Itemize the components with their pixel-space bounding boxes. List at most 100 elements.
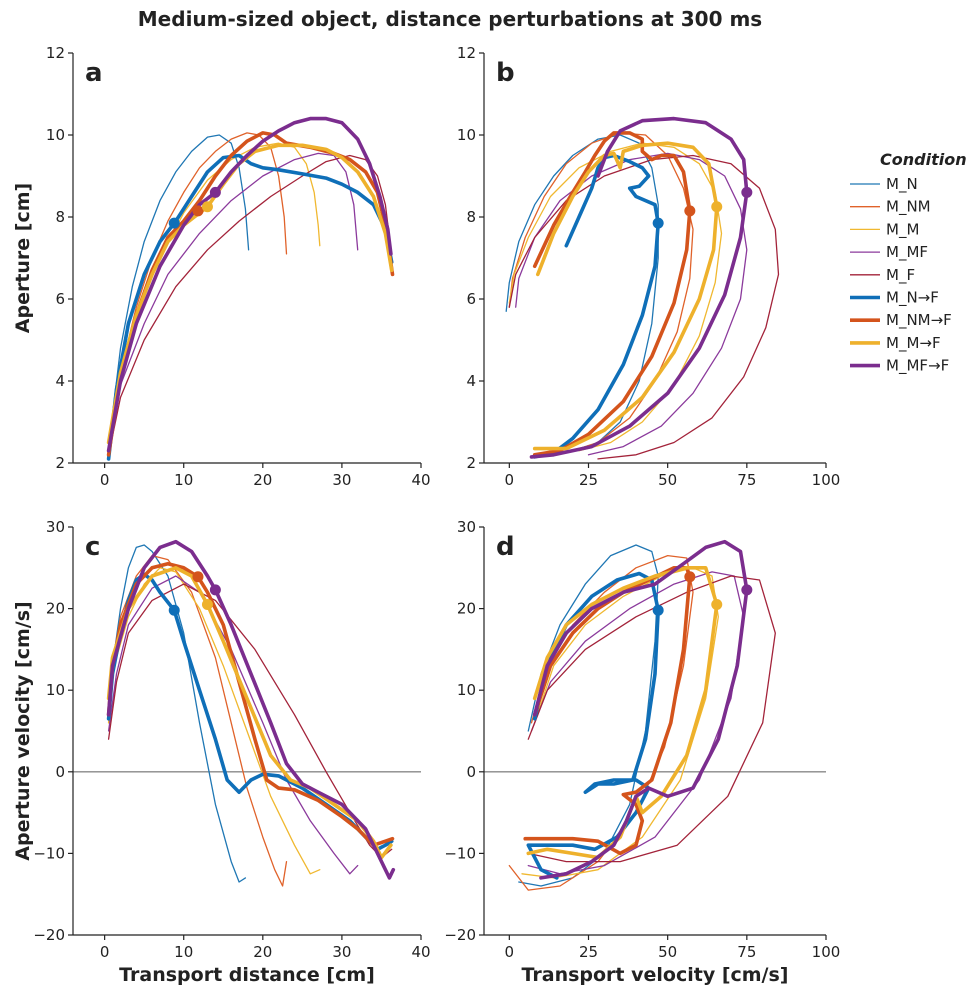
panel-letter: b — [496, 58, 515, 88]
y-tick-label: 6 — [55, 290, 65, 308]
series-line-M_F — [527, 575, 776, 863]
perturbation-marker-M_N_F — [168, 217, 180, 229]
perturbation-marker-M_M_F — [711, 599, 723, 611]
perturbation-marker-M_NM_F — [192, 571, 204, 583]
perturbation-marker-M_NM_F — [192, 205, 204, 217]
y-tick-label: −10 — [444, 844, 476, 862]
x-tick-label: 40 — [411, 471, 430, 489]
series-line-M_M_F — [106, 566, 393, 860]
panel-d: 0 25 50 75 100 −20 −10 0 10 20 30 d Transport veloci… — [444, 518, 840, 986]
y-tick-label: 12 — [457, 44, 476, 62]
series-line-M_N — [505, 134, 659, 452]
series-line-M_M — [107, 567, 321, 875]
x-tick-label: 30 — [332, 471, 351, 489]
perturbation-marker-M_NM_F — [684, 571, 696, 583]
series-line-M_N_F — [106, 153, 394, 461]
perturbation-marker-M_NM_F — [684, 205, 696, 217]
x-tick-label: 20 — [253, 471, 272, 489]
series-line-M_MF — [527, 571, 745, 875]
y-tick-label: 4 — [55, 372, 65, 390]
panel-letter: a — [85, 58, 103, 88]
x-tick-label: 75 — [737, 471, 756, 489]
y-tick-label: −20 — [33, 926, 65, 944]
y-tick-label: 30 — [46, 518, 65, 536]
panel-c: 0 10 20 30 40 −20 −10 0 10 20 30 c Transport distanc… — [12, 518, 431, 986]
series-line-M_F — [107, 154, 393, 456]
y-tick-label: −10 — [33, 844, 65, 862]
y-tick-label: 10 — [46, 681, 65, 699]
panel-b: 0 25 50 75 100 2 4 6 8 10 12 b — [457, 44, 840, 489]
y-tick-label: 0 — [55, 763, 65, 781]
perturbation-marker-M_MF_F — [209, 186, 221, 198]
y-tick-label: −20 — [444, 926, 476, 944]
x-tick-label: 10 — [174, 471, 193, 489]
legend-title: Condition — [880, 150, 967, 169]
panel-letter: c — [85, 532, 100, 562]
perturbation-marker-M_MF_F — [741, 186, 753, 198]
figure-title: Medium-sized object, distance perturbati… — [138, 7, 762, 31]
legend-label-M_NM_F: M_NM→F — [886, 311, 952, 330]
legend-label-M_MF_F: M_MF→F — [886, 357, 949, 376]
perturbation-marker-M_M_F — [711, 201, 723, 213]
series-line-M_NM — [508, 554, 694, 891]
series-line-M_NM — [107, 132, 288, 452]
x-tick-label: 25 — [579, 471, 598, 489]
series-line-M_MF — [107, 152, 359, 452]
panel-letter: d — [496, 532, 515, 562]
series-line-M_N_F — [106, 572, 394, 852]
y-tick-label: 2 — [466, 454, 476, 472]
x-tick-label: 10 — [174, 943, 193, 961]
x-axis-label: Transport velocity [cm/s] — [522, 964, 789, 986]
series-line-M_NM — [107, 554, 288, 887]
x-tick-label: 50 — [658, 943, 677, 961]
panel-a: 0 10 20 30 40 2 4 6 8 10 12 a Aperture [cm] — [12, 44, 431, 489]
y-tick-label: 8 — [55, 208, 65, 226]
y-axis-label: Aperture [cm] — [12, 183, 34, 333]
legend-items: M_N M_NM M_M M_MF M_F M_N→F M_NM→F M_M→F M_MF→F — [850, 175, 952, 376]
legend-label-M_N: M_N — [886, 175, 918, 194]
x-tick-label: 20 — [253, 943, 272, 961]
x-tick-label: 0 — [505, 471, 515, 489]
y-tick-label: 20 — [457, 600, 476, 618]
x-tick-label: 0 — [505, 943, 515, 961]
perturbation-marker-M_N_F — [652, 217, 664, 229]
series-line-M_NM_F — [106, 131, 395, 457]
x-tick-label: 40 — [411, 943, 430, 961]
legend-label-M_M_F: M_M→F — [886, 334, 941, 353]
legend-label-M_NM: M_NM — [886, 198, 931, 217]
perturbation-marker-M_M_F — [201, 599, 213, 611]
x-axis-label: Transport distance [cm] — [119, 964, 375, 986]
y-tick-label: 0 — [466, 763, 476, 781]
series-line-M_MF — [515, 152, 748, 456]
series-line-M_N — [107, 544, 247, 883]
y-axis-label: Aperture velocity [cm/s] — [12, 601, 34, 860]
series-line-M_MF_F — [532, 539, 749, 880]
y-tick-label: 12 — [46, 44, 65, 62]
x-tick-label: 100 — [812, 471, 841, 489]
y-tick-label: 4 — [466, 372, 476, 390]
y-tick-label: 30 — [457, 518, 476, 536]
legend-label-M_MF: M_MF — [886, 243, 928, 262]
perturbation-marker-M_N_F — [652, 604, 664, 616]
y-tick-label: 2 — [55, 454, 65, 472]
perturbation-marker-M_M_F — [201, 201, 213, 213]
series-line-M_F — [107, 583, 393, 859]
y-tick-label: 10 — [457, 126, 476, 144]
series-line-M_MF_F — [106, 539, 396, 880]
x-tick-label: 75 — [737, 943, 756, 961]
series-line-M_M — [508, 142, 723, 452]
x-tick-label: 100 — [812, 943, 841, 961]
legend: Condition M_NM_NMM_MM_MFM_FM_N→FM_NM→FM_… — [850, 150, 967, 376]
legend-label-M_M: M_M — [886, 220, 919, 239]
series-line-M_N_F — [526, 571, 660, 880]
series-line-M_F — [508, 154, 780, 460]
legend-label-M_F: M_F — [886, 266, 915, 285]
x-tick-label: 30 — [332, 943, 351, 961]
y-tick-label: 6 — [466, 290, 476, 308]
perturbation-marker-M_N_F — [168, 604, 180, 616]
x-tick-label: 50 — [658, 471, 677, 489]
series-line-M_N — [107, 134, 250, 456]
perturbation-marker-M_MF_F — [209, 584, 221, 596]
